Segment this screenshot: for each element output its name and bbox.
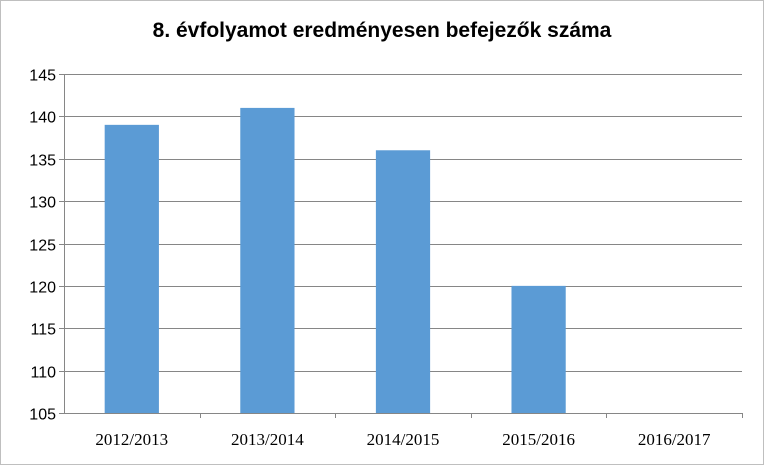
- bar: [375, 150, 431, 413]
- y-tick-label: 115: [30, 322, 56, 339]
- y-tick-label: 140: [29, 110, 56, 127]
- chart-title: 8. évfolyamot eredményesen befejezők szá…: [152, 19, 612, 42]
- bar: [240, 107, 295, 414]
- axes: [59, 74, 743, 418]
- bars: [104, 107, 566, 414]
- y-tick-label: 130: [29, 195, 56, 212]
- x-tick-label: 2015/2016: [502, 430, 575, 449]
- y-tick-label: 125: [29, 238, 56, 255]
- y-tick-label: 110: [30, 365, 56, 382]
- y-tick-label: 105: [29, 407, 56, 424]
- x-tick-label: 2014/2015: [367, 430, 440, 449]
- x-tick-label: 2012/2013: [95, 430, 168, 449]
- bar: [104, 124, 159, 413]
- x-tick-label: 2016/2017: [638, 430, 711, 449]
- y-tick-label: 120: [29, 280, 56, 297]
- y-tick-label: 145: [29, 68, 56, 85]
- x-tick-label: 2013/2014: [231, 430, 304, 449]
- bar: [511, 285, 566, 413]
- y-tick-label: 135: [29, 153, 56, 170]
- axis-labels: 105 110 115 120 125 130 135 140 145 2012/2013 2013…: [29, 68, 711, 450]
